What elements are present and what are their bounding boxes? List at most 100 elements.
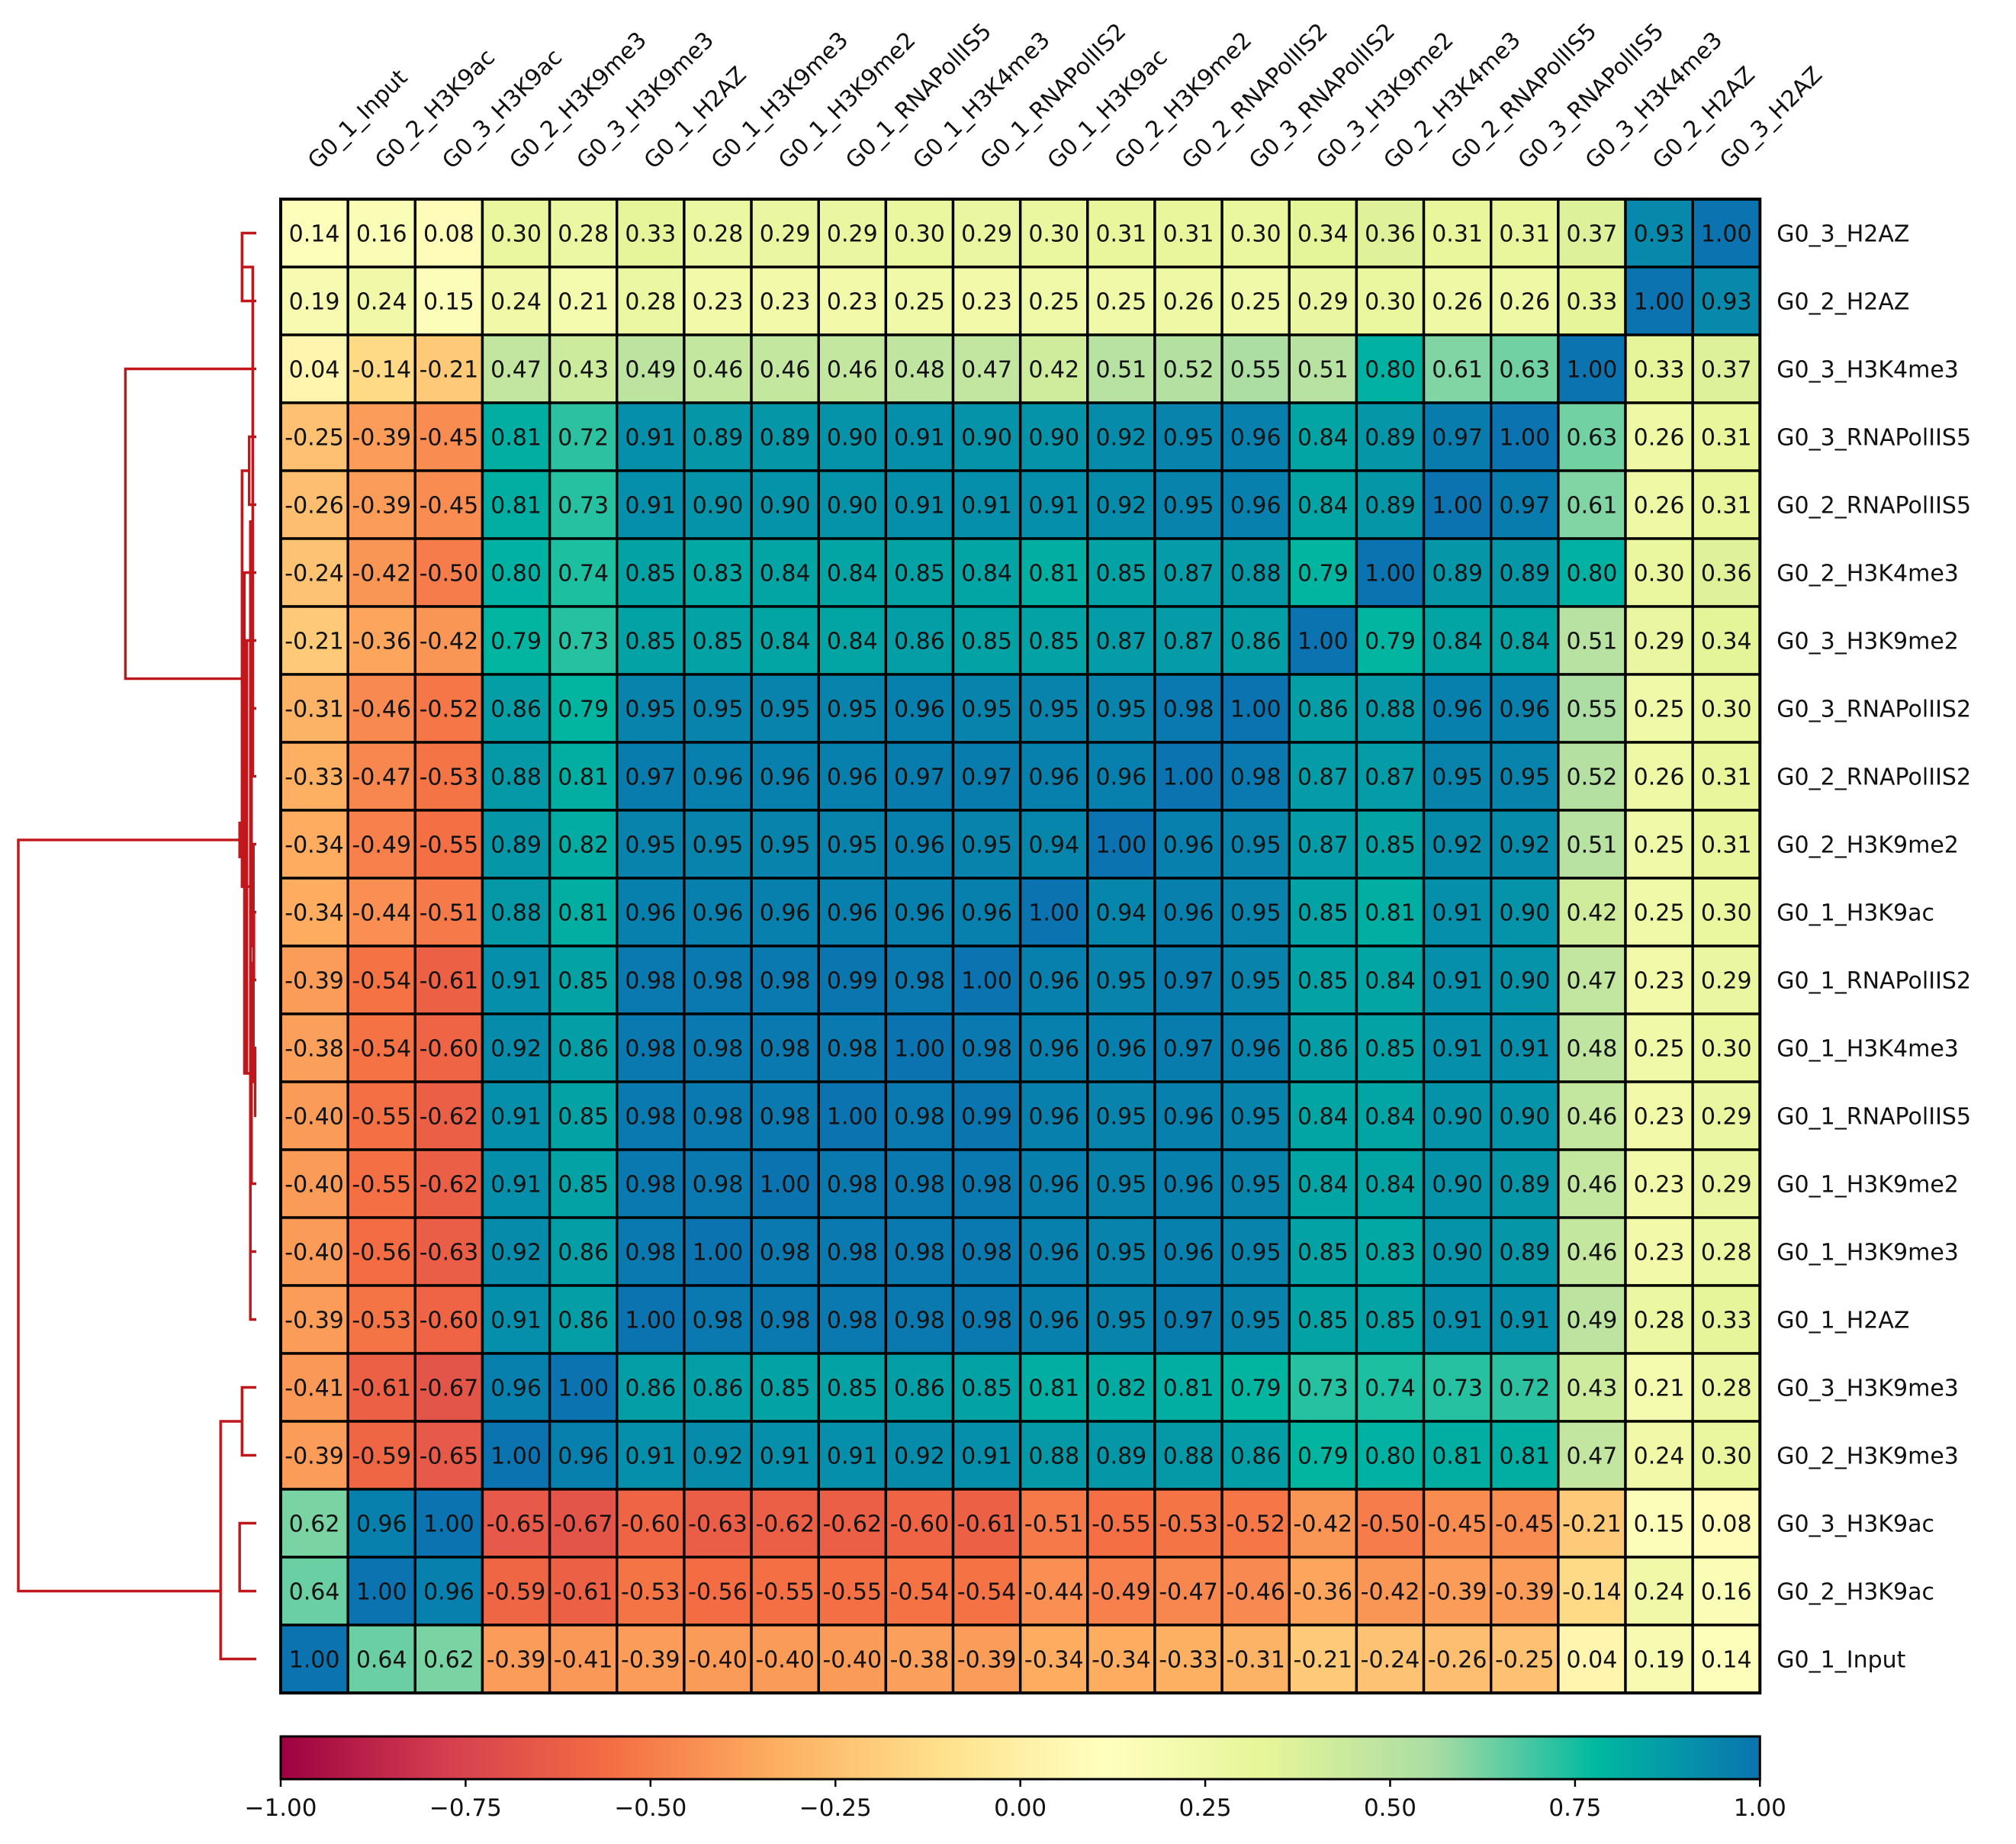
cell-value-label: 0.91	[490, 1308, 542, 1334]
cell-value-label: 0.91	[961, 1443, 1012, 1470]
cell-value-label: 0.98	[961, 1036, 1012, 1063]
heatmap-cell	[1422, 1080, 1493, 1151]
cell-value-label: 0.29	[1634, 629, 1685, 655]
heatmap-cell	[951, 1420, 1022, 1491]
heatmap-cell	[616, 877, 686, 948]
cell-value-label: 0.47	[1567, 968, 1618, 995]
cell-value-label: 0.96	[1028, 1036, 1079, 1063]
heatmap-cell	[1489, 605, 1560, 676]
heatmap-cell	[616, 401, 686, 472]
heatmap-cell	[346, 809, 416, 880]
cell-value-label: 0.28	[625, 289, 676, 316]
cell-value-label: 0.98	[760, 1240, 811, 1266]
cell-value-label: 0.84	[1365, 1104, 1416, 1131]
cell-value-label: 0.36	[1365, 221, 1416, 248]
cell-value-label: -0.33	[285, 764, 344, 791]
dendrogram-link	[253, 1046, 257, 1118]
cell-value-label: 0.96	[1028, 968, 1079, 995]
cell-value-label: -0.25	[285, 425, 344, 452]
cell-value-label: 0.31	[1701, 493, 1752, 520]
cell-value-label: -0.24	[285, 561, 344, 587]
cell-value-label: 0.85	[1297, 1308, 1349, 1334]
heatmap-cell	[1153, 198, 1223, 269]
cell-value-label: 0.19	[1634, 1647, 1685, 1674]
cell-value-label: 0.30	[1701, 900, 1752, 927]
heatmap-cell	[346, 673, 416, 744]
heatmap-cell	[1691, 469, 1761, 540]
heatmap-frame	[279, 198, 1762, 1694]
cell-value-label: -0.34	[285, 900, 344, 927]
row-label-g0-2-rnapoliis2: G0_2_RNAPolIIS2	[1776, 764, 1971, 791]
cell-value-label: -0.40	[755, 1647, 815, 1674]
heatmap-cell	[817, 1420, 888, 1491]
cell-value-label: 0.89	[1095, 1443, 1146, 1470]
cell-value-label: 0.80	[1365, 357, 1416, 384]
cell-value-label: -0.38	[890, 1647, 950, 1674]
row-label-g0-2-h3k4me3: G0_2_H3K4me3	[1776, 561, 1959, 587]
heatmap-cell	[817, 265, 888, 336]
cell-value-label: 0.91	[1432, 968, 1483, 995]
cell-value-label: 1.00	[558, 1376, 609, 1402]
cell-value-label: 0.21	[558, 289, 609, 316]
heatmap-cell	[1220, 1556, 1291, 1627]
heatmap-cell	[413, 469, 484, 540]
colorbar-tick-label: 0.75	[1548, 1794, 1601, 1822]
cell-value-label: 0.96	[1230, 493, 1281, 520]
cell-value-label: 0.26	[1163, 289, 1214, 316]
heatmap-cell	[683, 1080, 753, 1151]
cell-value-label: 0.23	[760, 289, 811, 316]
cell-value-label: -0.55	[1092, 1511, 1151, 1538]
cell-value-label: 0.84	[827, 629, 878, 655]
cell-value-label: -0.61	[554, 1579, 613, 1606]
cell-value-label: 0.98	[693, 1308, 744, 1334]
cell-value-label: 0.29	[961, 221, 1012, 248]
row-label-g0-3-h3k4me3: G0_3_H3K4me3	[1776, 357, 1959, 384]
cell-value-label: 0.96	[1095, 764, 1146, 791]
heatmap-cell	[1489, 945, 1560, 1015]
heatmap-cell	[750, 469, 820, 540]
cell-value-label: 0.95	[1230, 968, 1281, 995]
cell-value-label: 0.28	[693, 221, 744, 248]
cell-value-label: 0.81	[1163, 1376, 1214, 1402]
cell-value-label: 0.23	[1634, 1240, 1685, 1266]
cell-value-label: 0.79	[1230, 1376, 1281, 1402]
colorbar: −1.00 −0.75 −0.50 −0.25 0.00 0.25 0.50 0.75 1.00	[245, 1735, 1786, 1822]
cell-value-label: 0.95	[1095, 968, 1146, 995]
cell-value-label: 0.95	[693, 697, 744, 723]
cell-value-label: 0.85	[693, 629, 744, 655]
cell-value-label: -0.42	[1361, 1579, 1420, 1606]
heatmap-cell	[616, 809, 686, 880]
heatmap-cell	[481, 1284, 551, 1355]
cell-value-label: 0.86	[558, 1036, 609, 1063]
cell-value-label: 0.25	[1634, 900, 1685, 927]
cell-value-label: -0.45	[1428, 1511, 1487, 1538]
cell-value-label: 0.73	[558, 493, 609, 520]
cell-value-label: 0.89	[760, 425, 811, 452]
cell-value-label: 0.73	[1297, 1376, 1349, 1402]
cell-value-label: 1.00	[961, 968, 1012, 995]
cell-value-label: 0.98	[894, 1172, 945, 1199]
cell-value-label: -0.55	[420, 832, 479, 859]
heatmap-cell	[413, 537, 484, 608]
cell-value-label: 0.23	[1634, 1104, 1685, 1131]
row-label-g0-3-rnapoliis2: G0_3_RNAPolIIS2	[1776, 697, 1971, 723]
cell-value-label: 0.79	[1297, 561, 1349, 587]
cell-value-label: 0.91	[625, 493, 676, 520]
heatmap-cell	[884, 1148, 955, 1219]
cell-value-label: 0.88	[1028, 1443, 1079, 1470]
cell-value-label: 0.96	[894, 900, 945, 927]
heatmap-cell	[951, 605, 1022, 676]
cell-value-label: 0.88	[490, 900, 542, 927]
heatmap-cell	[683, 537, 753, 608]
cell-value-label: -0.51	[420, 900, 479, 927]
cell-value-label: 0.91	[490, 1104, 542, 1131]
cell-value-label: -0.21	[420, 357, 479, 384]
heatmap-cell	[1691, 401, 1761, 472]
heatmap-cell	[750, 265, 820, 336]
cell-value-label: 0.90	[1499, 968, 1550, 995]
cell-value-label: 0.88	[490, 764, 542, 791]
cell-value-label: -0.56	[688, 1579, 748, 1606]
heatmap-cell	[683, 1624, 753, 1694]
heatmap-cell	[884, 1488, 955, 1559]
heatmap-cell	[1018, 537, 1089, 608]
